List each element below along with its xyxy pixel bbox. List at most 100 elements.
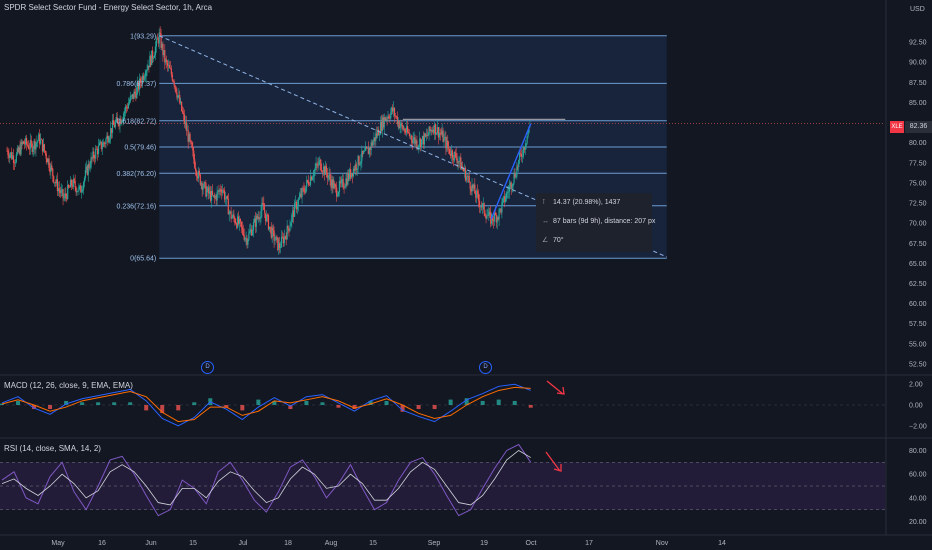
candle-body xyxy=(26,138,28,145)
candle-body xyxy=(180,101,182,104)
candle-body xyxy=(82,182,85,190)
candle-body xyxy=(225,196,228,199)
candle-body xyxy=(254,218,256,227)
candle-body xyxy=(336,187,338,197)
candle-body xyxy=(151,50,153,66)
candle-body xyxy=(501,202,503,213)
candle-body xyxy=(216,191,218,201)
candle-body xyxy=(162,43,164,56)
candle-body xyxy=(178,95,180,96)
candle-body xyxy=(458,161,460,163)
candle-body xyxy=(33,140,35,149)
candle-body xyxy=(307,180,309,182)
candle-body xyxy=(426,134,428,136)
candle-body xyxy=(173,81,175,86)
price-candles xyxy=(6,26,531,256)
macd-histogram-bar xyxy=(16,400,21,405)
candle-body xyxy=(181,101,183,111)
candle-body xyxy=(464,168,467,181)
candle-body xyxy=(297,199,299,206)
candle-body xyxy=(385,118,387,121)
macd-histogram-bar xyxy=(192,402,197,405)
candle-body xyxy=(280,236,283,248)
macd-histogram-bar xyxy=(400,405,405,412)
candle-body xyxy=(350,169,352,178)
candle-body xyxy=(221,191,223,193)
candle-body xyxy=(18,147,20,153)
candle-body xyxy=(441,130,443,135)
candle-body xyxy=(95,148,97,159)
candle-body xyxy=(520,153,523,157)
candle-body xyxy=(405,132,407,133)
candle-body xyxy=(450,150,453,156)
candle-body xyxy=(387,116,389,120)
dividend-event-icon[interactable]: D xyxy=(201,361,214,374)
candle-body xyxy=(74,180,76,188)
candle-body xyxy=(473,184,475,189)
candle-body xyxy=(509,182,511,187)
candle-body xyxy=(294,202,296,217)
drawing-overlays[interactable] xyxy=(0,35,885,258)
candle-body xyxy=(175,86,177,93)
fib-level-label: 1(93.29) xyxy=(130,33,156,40)
candle-body xyxy=(16,148,18,155)
candle-body xyxy=(446,140,448,149)
price-axis-tick: 80.00 xyxy=(909,140,927,147)
measure-line[interactable] xyxy=(490,123,532,220)
candle-body xyxy=(43,144,45,151)
price-axis[interactable]: 92.50 90.00 87.50 85.00 80.00 77.50 75.00 72.50… xyxy=(909,40,927,369)
macd-histogram-bar xyxy=(160,405,165,414)
descending-trendline[interactable] xyxy=(159,35,667,258)
candle-body xyxy=(279,243,281,248)
candle-body xyxy=(200,182,202,185)
candle-body xyxy=(312,176,314,178)
candle-body xyxy=(377,129,379,136)
candle-body xyxy=(232,214,234,217)
candle-body xyxy=(261,203,263,211)
candle-body xyxy=(255,215,257,227)
candle-body xyxy=(345,178,347,187)
candle-body xyxy=(505,198,507,202)
macd-histogram-bar xyxy=(416,405,421,410)
candle-body xyxy=(84,170,87,178)
candle-body xyxy=(42,144,45,152)
time-axis-label: Nov xyxy=(656,540,669,547)
time-axis-label: 17 xyxy=(585,540,593,547)
candle-body xyxy=(144,76,146,78)
candle-body xyxy=(199,174,201,185)
candle-body xyxy=(527,132,529,137)
time-axis-label: Aug xyxy=(325,540,338,547)
time-axis-label: 16 xyxy=(98,540,106,547)
candle-body xyxy=(457,161,459,164)
candle-body xyxy=(392,107,394,112)
candle-body xyxy=(440,133,442,135)
measure-bars: 87 bars (9d 9h), distance: 207 px xyxy=(553,218,656,225)
candle-body xyxy=(157,39,159,44)
price-axis-tick: 77.50 xyxy=(909,160,927,167)
candle-body xyxy=(305,186,307,193)
candle-body xyxy=(256,215,258,219)
candle-body xyxy=(71,185,73,187)
candle-body xyxy=(388,116,390,118)
fib-level-label: 0.236(72.16) xyxy=(117,203,157,210)
candle-body xyxy=(143,77,145,80)
candle-body xyxy=(333,183,335,189)
candle-body xyxy=(68,187,71,188)
candle-body xyxy=(508,186,510,192)
candle-body xyxy=(474,184,476,194)
dividend-event-icon[interactable]: D xyxy=(479,361,492,374)
candle-body xyxy=(428,126,430,135)
candle-body xyxy=(206,190,208,197)
candle-body xyxy=(104,143,106,145)
candle-body xyxy=(283,236,285,244)
candle-body xyxy=(176,92,178,98)
candle-body xyxy=(54,182,57,184)
candle-body xyxy=(161,43,163,48)
candle-body xyxy=(330,179,332,188)
candle-body xyxy=(318,161,320,166)
candle-body xyxy=(308,184,311,186)
candle-body xyxy=(220,189,222,192)
candle-body xyxy=(362,150,364,154)
